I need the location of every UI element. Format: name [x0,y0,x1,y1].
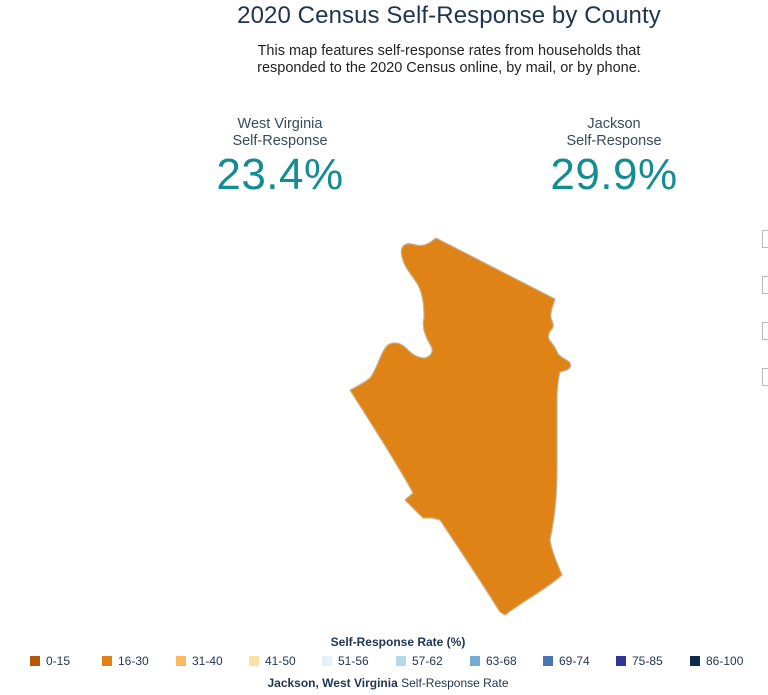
county-self-response-stat: Jackson Self-Response 29.9% [514,116,714,197]
map-control-button[interactable] [762,276,768,294]
page-subtitle: This map features self-response rates fr… [0,43,768,77]
legend-item-51-56: 51-56 [322,654,369,668]
legend-swatch [30,656,40,666]
county-stat-value: 29.9% [550,150,678,199]
legend-item-69-74: 69-74 [543,654,590,668]
legend-swatch [176,656,186,666]
legend-items: 0-15 16-30 31-40 41-50 51-56 57-62 63-68 [0,654,768,670]
legend-swatch [322,656,332,666]
legend-label: 63-68 [486,654,517,668]
map-control-button[interactable] [762,322,768,340]
state-stat-label-2: Self-Response [232,133,328,149]
state-stat-value: 23.4% [216,150,344,199]
legend-item-86-100: 86-100 [690,654,743,668]
legend-item-57-62: 57-62 [396,654,443,668]
map-control-button[interactable] [762,368,768,386]
county-shape-jackson[interactable] [349,237,572,616]
legend-title: Self-Response Rate (%) [330,635,466,649]
legend-item-0-15: 0-15 [30,654,70,668]
county-map[interactable] [0,215,768,630]
legend-swatch [616,656,626,666]
legend-label: 86-100 [706,654,744,668]
map-canvas[interactable] [0,215,768,630]
legend-item-75-85: 75-85 [616,654,663,668]
legend-label: 31-40 [192,654,223,668]
legend-label: 57-62 [412,654,443,668]
county-stat-label-1: Jackson [587,116,641,132]
state-self-response-stat: West Virginia Self-Response 23.4% [180,116,380,197]
subtitle-line-1: This map features self-response rates fr… [257,43,641,59]
legend-swatch [690,656,700,666]
legend-item-31-40: 31-40 [176,654,223,668]
legend-footer-location: Jackson, West Virginia [267,676,398,690]
legend-swatch [249,656,259,666]
legend-item-63-68: 63-68 [470,654,517,668]
legend-label: 0-15 [46,654,71,668]
legend-item-41-50: 41-50 [249,654,296,668]
subtitle-line-2: responded to the 2020 Census online, by … [257,60,641,76]
legend-label: 16-30 [118,654,149,668]
legend-swatch [543,656,553,666]
legend-swatch [102,656,112,666]
legend-item-16-30: 16-30 [102,654,149,668]
legend-label: 41-50 [265,654,296,668]
legend-label: 51-56 [338,654,369,668]
county-stat-label-2: Self-Response [566,133,662,149]
legend-footer: Jackson, West Virginia Self-Response Rat… [0,676,768,690]
map-control-button[interactable] [762,230,768,248]
state-stat-label-1: West Virginia [237,116,323,132]
legend-swatch [470,656,480,666]
page-title: 2020 Census Self-Response by County [237,2,661,29]
legend-footer-text: Self-Response Rate [397,676,509,690]
legend-label: 75-85 [632,654,663,668]
legend-swatch [396,656,406,666]
legend-label: 69-74 [559,654,590,668]
map-controls [762,230,768,414]
